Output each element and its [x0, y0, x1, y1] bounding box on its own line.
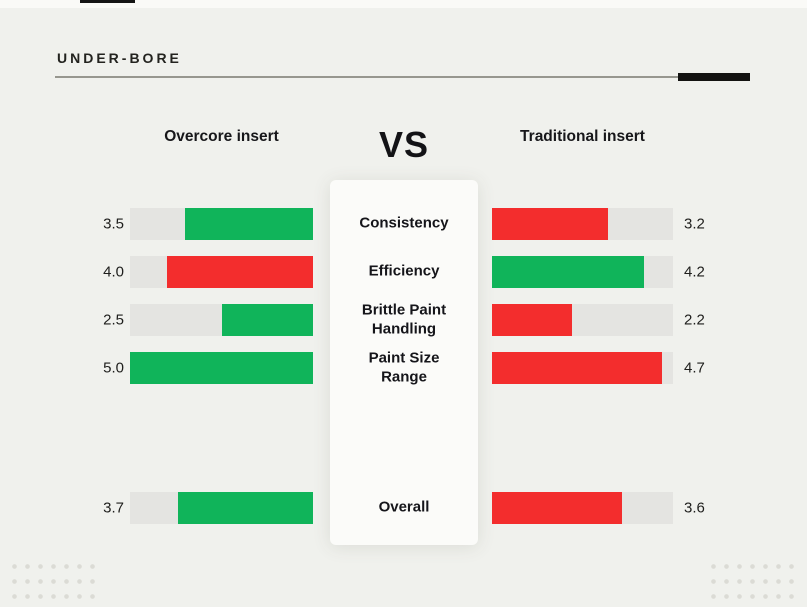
top-strip	[0, 0, 807, 8]
right-bar-fill	[492, 208, 608, 240]
decorative-dots-bottom-right	[707, 559, 799, 605]
left-bar-fill	[177, 492, 313, 524]
left-column-title: Overcore insert	[164, 128, 279, 145]
left-value-label: 4.0	[103, 263, 124, 281]
right-bar-fill	[492, 492, 623, 524]
page-title: UNDER-BORE	[57, 50, 182, 66]
right-column-title: Traditional insert	[520, 128, 645, 145]
category-label: Efficiency	[368, 262, 440, 280]
right-bar-track	[492, 304, 673, 336]
left-bar-track	[130, 208, 313, 240]
right-value-label: 4.2	[684, 263, 705, 281]
right-value-label: 2.2	[684, 311, 705, 329]
right-value-label: 3.2	[684, 215, 705, 233]
left-bar-fill	[130, 352, 313, 384]
right-bar-track	[492, 352, 673, 384]
left-value-label: 5.0	[103, 359, 124, 377]
decorative-dots-bottom-left	[8, 559, 100, 605]
top-accent-dash	[80, 0, 135, 3]
left-bar-fill	[184, 208, 313, 240]
left-bar-track	[130, 492, 313, 524]
header-divider-accent	[678, 73, 750, 81]
right-bar-track	[492, 492, 673, 524]
right-bar-fill	[492, 256, 645, 288]
category-label: Brittle Paint Handling	[361, 301, 447, 337]
left-bar-track	[130, 352, 313, 384]
right-bar-track	[492, 208, 673, 240]
right-value-label: 4.7	[684, 359, 705, 377]
left-bar-fill	[166, 256, 313, 288]
right-bar-track	[492, 256, 673, 288]
left-bar-track	[130, 304, 313, 336]
header-divider	[55, 73, 750, 81]
category-label: Consistency	[359, 214, 449, 232]
right-value-label: 3.6	[684, 499, 705, 517]
category-label: Paint Size Range	[368, 349, 440, 385]
right-bar-fill	[492, 352, 663, 384]
vs-label: VS	[378, 124, 430, 165]
left-bar-track	[130, 256, 313, 288]
category-panel	[330, 180, 478, 545]
left-value-label: 3.5	[103, 215, 124, 233]
left-value-label: 3.7	[103, 499, 124, 517]
category-label: Overall	[378, 498, 430, 516]
left-bar-fill	[221, 304, 313, 336]
right-bar-fill	[492, 304, 572, 336]
left-value-label: 2.5	[103, 311, 124, 329]
